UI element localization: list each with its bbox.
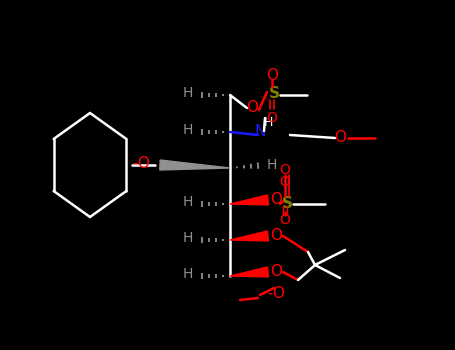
Text: O: O <box>279 163 290 177</box>
Text: O: O <box>334 131 346 146</box>
Text: N: N <box>254 124 266 139</box>
Text: S: S <box>268 86 279 102</box>
Text: H: H <box>183 123 193 137</box>
Text: O: O <box>270 229 282 244</box>
Text: O: O <box>266 68 278 83</box>
Text: O: O <box>270 265 282 280</box>
Text: H: H <box>183 231 193 245</box>
Text: O: O <box>279 175 290 189</box>
Polygon shape <box>230 231 268 241</box>
Text: O: O <box>267 111 278 125</box>
Text: O: O <box>279 213 290 227</box>
Polygon shape <box>230 195 268 205</box>
Text: H: H <box>183 267 193 281</box>
Polygon shape <box>230 267 268 277</box>
Text: H: H <box>263 117 273 130</box>
Text: O: O <box>270 193 282 208</box>
Text: -O: -O <box>267 287 285 301</box>
Text: H: H <box>183 86 193 100</box>
Polygon shape <box>160 160 230 170</box>
Text: O: O <box>246 100 258 116</box>
Text: S: S <box>282 196 293 211</box>
Text: -O: -O <box>132 155 150 170</box>
Text: H: H <box>267 158 277 172</box>
Text: H: H <box>183 195 193 209</box>
